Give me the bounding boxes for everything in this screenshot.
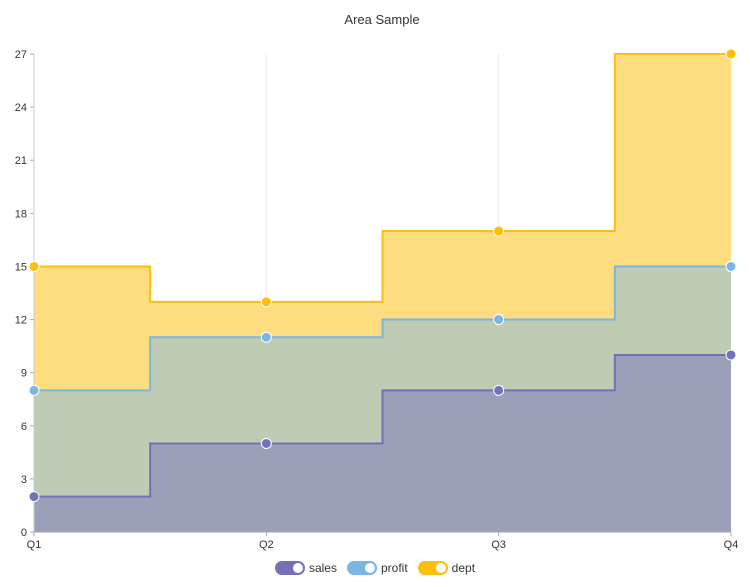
point-profit: [725, 260, 737, 272]
y-tick-label: 24: [15, 102, 27, 114]
chart-title: Area Sample: [344, 12, 419, 27]
y-tick-label: 3: [21, 474, 27, 486]
toggle-knob: [435, 563, 446, 573]
y-tick-label: 12: [15, 315, 27, 327]
legend-label: profit: [380, 561, 408, 575]
legend-label: sales: [308, 561, 337, 575]
x-tick-label: Q3: [491, 539, 506, 551]
y-tick-label: 6: [21, 421, 27, 433]
y-tick-label: 9: [21, 368, 27, 380]
legend-item-sales[interactable]: sales: [274, 561, 337, 575]
x-tick-label: Q1: [27, 539, 42, 551]
y-tick-label: 27: [15, 49, 27, 61]
toggle-knob: [292, 563, 303, 573]
toggle-knob: [364, 563, 375, 573]
point-profit: [260, 331, 272, 343]
line-sales: [34, 353, 731, 498]
y-tick-label: 15: [15, 261, 27, 273]
legend-item-profit[interactable]: profit: [346, 561, 408, 575]
y-tick-label: 18: [15, 208, 27, 220]
legend-toggle-icon: [417, 561, 448, 575]
legend-toggle-icon: [274, 561, 305, 575]
line-profit: [34, 265, 731, 392]
legend: sales profit dept: [0, 558, 750, 578]
axis-layer: 0 3 6 9 12 15 18 21 24 27 Q1 Q2 Q3 Q4: [15, 49, 739, 551]
legend-item-dept[interactable]: dept: [417, 561, 476, 575]
y-tick-label: 0: [21, 527, 27, 539]
point-profit: [28, 384, 40, 396]
point-profit: [493, 314, 505, 326]
area-layer: [34, 53, 731, 532]
legend-label: dept: [451, 561, 476, 575]
point-dept: [260, 296, 272, 308]
point-layer: [28, 48, 737, 503]
point-dept: [725, 48, 737, 60]
x-tick-label: Q2: [259, 539, 274, 551]
line-dept: [34, 53, 731, 303]
point-dept: [493, 225, 505, 237]
y-tick-label: 21: [15, 155, 27, 167]
point-sales: [493, 384, 505, 396]
x-tick-label: Q4: [724, 539, 739, 551]
point-sales: [260, 437, 272, 449]
point-dept: [28, 260, 40, 272]
point-sales: [28, 491, 40, 503]
legend-toggle-icon: [346, 561, 377, 575]
point-sales: [725, 349, 737, 361]
